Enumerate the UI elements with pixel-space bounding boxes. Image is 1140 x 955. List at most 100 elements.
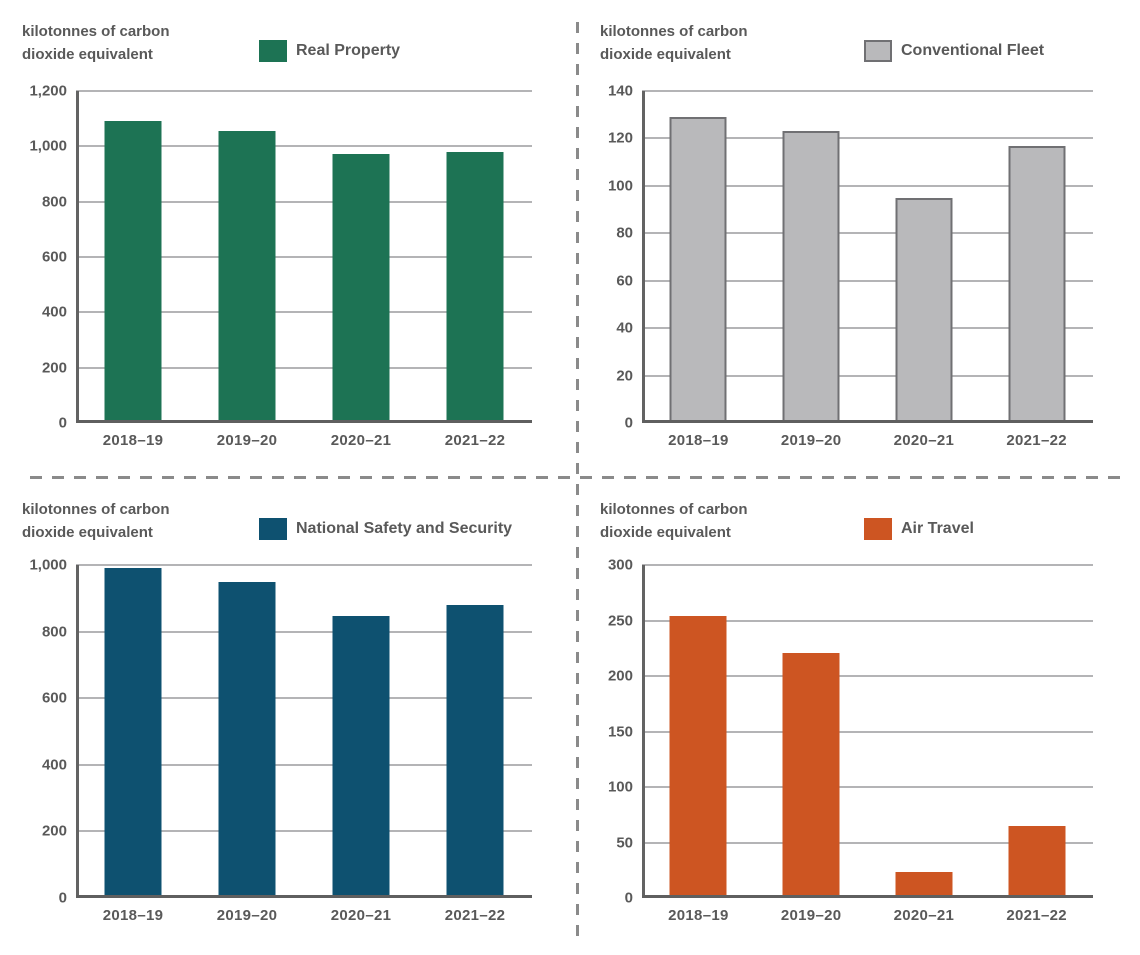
x-axis-category-label: 2018–19 [668, 907, 729, 924]
x-axis-category-label: 2021–22 [1006, 907, 1067, 924]
bar-2021–22 [1008, 825, 1066, 898]
unit-label-line2: dioxide equivalent [600, 46, 731, 63]
y-axis-tick-label: 0 [58, 889, 67, 907]
x-axis-category-label: 2020–21 [893, 432, 955, 449]
legend-swatch [864, 40, 892, 62]
y-axis-tick-label: 250 [607, 612, 633, 629]
unit-label-line1: kilotonnes of carbon [600, 501, 748, 518]
y-axis-tick-label: 200 [41, 359, 67, 377]
unit-label-line1: kilotonnes of carbon [22, 23, 170, 40]
bar-2018–19 [104, 568, 162, 898]
gridline [642, 374, 1093, 377]
y-axis-tick-label: 300 [607, 556, 633, 574]
y-axis-tick-label: 100 [607, 778, 633, 796]
plot-area-air-travel: 0 50 100 150 200 250 300 2018–19 2019–20 2020–21 2… [608, 557, 1093, 924]
bar-2018–19 [104, 121, 162, 423]
x-axis-category-label: 2019–20 [216, 432, 278, 449]
x-axis-line [642, 895, 1093, 898]
gridline [76, 311, 532, 314]
y-axis-tick-label: 600 [41, 248, 67, 266]
y-axis-unit-label: kilotonnes of carbon dioxide equivalent [600, 20, 748, 66]
gridline [76, 256, 532, 258]
bar-2019–20 [218, 131, 276, 423]
legend-label: Real Property [296, 42, 401, 59]
y-axis-line [76, 565, 79, 898]
y-axis-tick-label: 40 [616, 319, 633, 337]
legend-swatch [259, 40, 287, 62]
y-axis-tick-label: 150 [607, 723, 633, 740]
y-axis-line [642, 565, 645, 898]
gridline [76, 90, 532, 92]
x-axis-category-label: 2021–22 [444, 432, 506, 449]
gridline [642, 184, 1093, 187]
chart-panel-real-property: kilotonnes of carbon dioxide equivalent … [0, 0, 570, 477]
y-axis-tick-label: 50 [616, 834, 633, 851]
y-axis-tick-label: 120 [607, 129, 633, 147]
unit-label-line1: kilotonnes of carbon [600, 23, 748, 40]
y-axis-tick-label: 20 [616, 367, 633, 385]
y-axis-line [76, 91, 79, 423]
gridline [76, 564, 532, 566]
x-axis-category-label: 2020–21 [330, 432, 392, 449]
x-axis-category-label: 2018–19 [102, 907, 164, 924]
vertical-dashed-divider [576, 22, 579, 936]
x-axis-category-label: 2019–20 [216, 907, 278, 924]
bar-2018–19 [669, 616, 727, 898]
y-axis-tick-label: 200 [41, 822, 67, 840]
bar-2021–22 [1008, 145, 1066, 423]
y-axis-tick-label: 60 [616, 272, 633, 290]
gridline [642, 279, 1093, 282]
bar-2020–21 [332, 616, 390, 898]
gridline [76, 830, 532, 833]
plot-area-national-safety-and-security: 0 200 400 600 800 1,000 2018–19 2019–20 2020–21 2… [29, 557, 532, 924]
x-axis-category-label: 2020–21 [893, 907, 955, 924]
bar-2019–20 [782, 652, 840, 898]
x-axis-category-label: 2021–22 [1006, 432, 1067, 449]
y-axis-tick-label: 800 [41, 623, 67, 641]
chart-panel-conventional-fleet: kilotonnes of carbon dioxide equivalent … [570, 0, 1140, 477]
x-axis-category-label: 2018–19 [668, 432, 729, 449]
y-axis-tick-label: 200 [607, 667, 633, 685]
plot-area-real-property: 0 200 400 600 800 1,000 1,200 2018–19 2019–20 202… [29, 83, 532, 449]
horizontal-dashed-divider [30, 476, 1124, 479]
gridline [642, 232, 1093, 235]
y-axis-tick-label: 100 [607, 177, 633, 195]
y-axis-tick-label: 1,000 [29, 137, 67, 155]
gridline [642, 730, 1093, 733]
gridline [76, 200, 532, 203]
y-axis-tick-label: 0 [624, 414, 633, 432]
gridline [642, 841, 1093, 844]
legend-national-safety-and-security: National Safety and Security [259, 518, 512, 540]
unit-label-line1: kilotonnes of carbon [22, 501, 170, 518]
gridline [642, 675, 1093, 677]
y-axis-tick-label: 1,200 [29, 82, 67, 100]
legend-label: National Safety and Security [296, 520, 513, 537]
gridline [76, 145, 532, 148]
y-axis-line [642, 91, 645, 423]
y-axis-tick-label: 400 [41, 303, 67, 321]
legend-air-travel: Air Travel [864, 518, 974, 540]
y-axis-tick-label: 0 [624, 889, 633, 907]
legend-label: Air Travel [901, 520, 974, 537]
gridline [76, 366, 532, 369]
legend-swatch [259, 518, 287, 540]
x-axis-category-label: 2019–20 [780, 432, 842, 449]
gridline [76, 763, 532, 766]
y-axis-unit-label: kilotonnes of carbon dioxide equivalent [22, 498, 170, 544]
bar-2018–19 [669, 117, 727, 423]
x-axis-category-label: 2020–21 [330, 907, 392, 924]
gridline [642, 786, 1093, 788]
legend-label: Conventional Fleet [901, 42, 1045, 59]
unit-label-line2: dioxide equivalent [22, 46, 153, 63]
y-axis-tick-label: 80 [616, 224, 633, 242]
y-axis-tick-label: 800 [41, 193, 67, 211]
bar-2019–20 [782, 131, 840, 423]
y-axis-tick-label: 1,000 [29, 556, 67, 574]
plot-area-conventional-fleet: 0 20 40 60 80 100 120 140 2018–19 2019–20 2020–21 2… [608, 83, 1093, 449]
x-axis-line [76, 420, 532, 423]
y-axis-unit-label: kilotonnes of carbon dioxide equivalent [600, 498, 748, 544]
bar-2020–21 [332, 153, 390, 423]
legend-conventional-fleet: Conventional Fleet [864, 40, 1044, 62]
y-axis-tick-label: 0 [58, 414, 67, 432]
chart-panel-air-travel: kilotonnes of carbon dioxide equivalent … [570, 478, 1140, 955]
